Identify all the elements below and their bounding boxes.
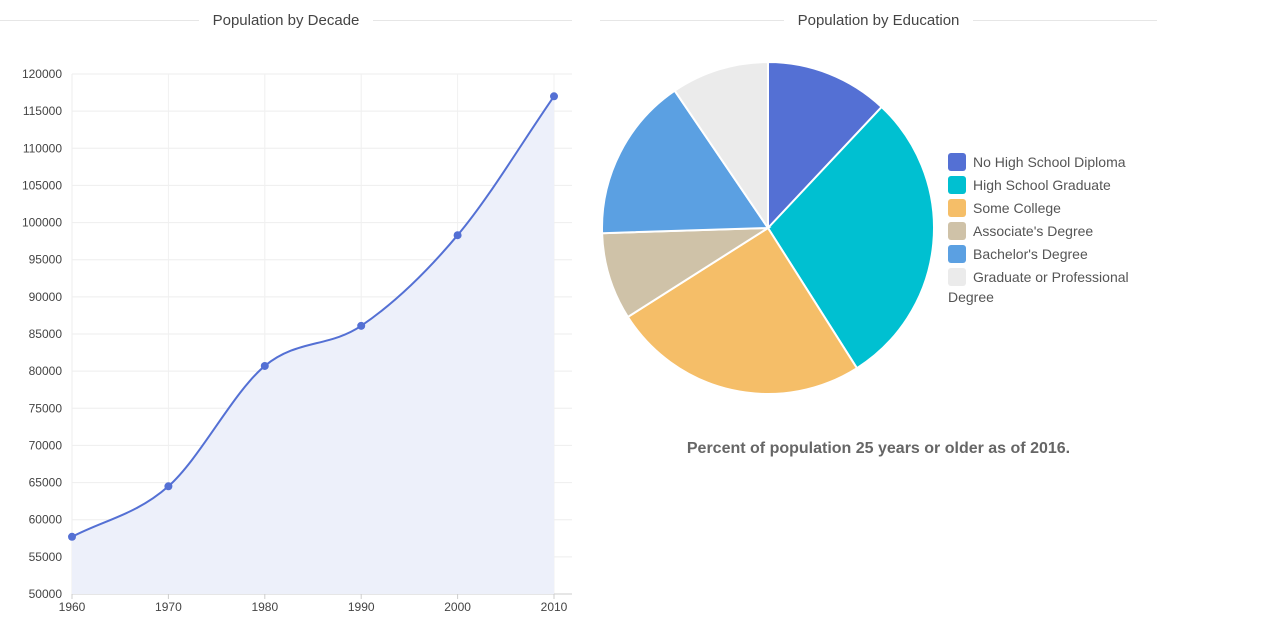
y-tick-label: 55000 xyxy=(29,550,63,564)
x-tick-label: 2000 xyxy=(444,600,471,614)
population-by-decade-chart: 50000 55000 60000 65000 70000 75000 80000 85000… xyxy=(22,67,572,614)
legend-label: High School Graduate xyxy=(973,177,1111,193)
legend-item[interactable]: Bachelor's Degree xyxy=(948,244,1148,264)
legend-swatch xyxy=(948,222,966,240)
title-rule-right xyxy=(373,19,572,21)
legend-item[interactable]: Some College xyxy=(948,198,1148,218)
line-chart-title-text: Population by Decade xyxy=(212,11,360,29)
legend-item[interactable]: Graduate or Professional Degree xyxy=(948,267,1148,307)
legend-swatch xyxy=(948,245,966,263)
legend-swatch xyxy=(948,268,966,286)
y-tick-label: 70000 xyxy=(29,438,63,452)
y-tick-label: 75000 xyxy=(29,401,63,415)
y-tick-label: 65000 xyxy=(29,476,63,490)
line-chart-title: Population by Decade xyxy=(0,10,572,30)
data-point xyxy=(164,482,173,491)
y-tick-label: 90000 xyxy=(29,290,63,304)
title-rule-right xyxy=(973,19,1158,21)
legend-label: Bachelor's Degree xyxy=(973,246,1088,262)
legend-label: Graduate or Professional Degree xyxy=(948,269,1129,305)
x-tick-label: 1990 xyxy=(348,600,375,614)
x-tick-label: 1980 xyxy=(251,600,278,614)
pie-slice xyxy=(601,226,772,319)
x-tick-label: 2010 xyxy=(541,600,568,614)
y-tick-label: 80000 xyxy=(29,364,63,378)
legend-label: Some College xyxy=(973,200,1061,216)
pie-chart-title-text: Population by Education xyxy=(797,11,960,29)
y-tick-label: 85000 xyxy=(29,327,63,341)
y-tick-label: 50000 xyxy=(29,587,63,601)
y-tick-label: 100000 xyxy=(22,216,62,230)
y-tick-label: 110000 xyxy=(23,141,62,155)
data-point xyxy=(550,92,558,101)
y-tick-label: 120000 xyxy=(22,67,62,81)
data-point xyxy=(357,321,366,330)
pie-slice xyxy=(601,89,770,235)
pie-chart-title: Population by Education xyxy=(600,10,1158,30)
title-rule-left xyxy=(0,19,199,21)
pie-legend: No High School Diploma High School Gradua… xyxy=(948,152,1148,310)
legend-swatch xyxy=(948,176,966,194)
x-tick-label: 1960 xyxy=(59,600,86,614)
legend-item[interactable]: No High School Diploma xyxy=(948,152,1148,172)
legend-swatch xyxy=(948,199,966,217)
y-tick-label: 105000 xyxy=(22,178,62,192)
y-tick-label: 95000 xyxy=(29,253,63,267)
data-point xyxy=(68,532,76,541)
pie-slice xyxy=(673,60,769,232)
pie-slice xyxy=(767,60,884,231)
x-tick-label: 1970 xyxy=(155,600,182,614)
legend-label: No High School Diploma xyxy=(973,154,1126,170)
data-point xyxy=(453,231,462,240)
pie-slice xyxy=(626,226,859,395)
legend-item[interactable]: Associate's Degree xyxy=(948,221,1148,241)
y-tick-label: 115000 xyxy=(23,104,62,118)
y-tick-label: 60000 xyxy=(29,513,63,527)
legend-label: Associate's Degree xyxy=(973,223,1094,239)
legend-swatch xyxy=(948,153,966,171)
legend-item[interactable]: High School Graduate xyxy=(948,175,1148,195)
title-rule-left xyxy=(600,19,784,21)
pie-slice xyxy=(766,105,935,370)
data-point xyxy=(260,361,269,370)
pie-caption: Percent of population 25 years or older … xyxy=(686,440,1071,457)
series-area xyxy=(72,96,554,595)
